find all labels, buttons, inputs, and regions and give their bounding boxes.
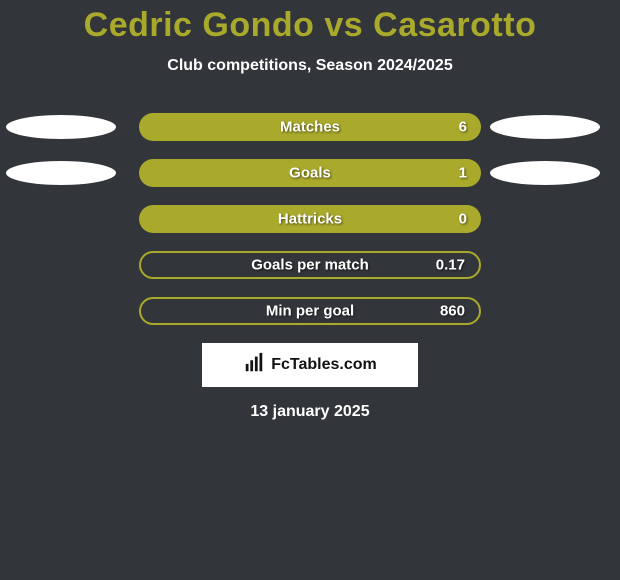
attribution-text: FcTables.com — [271, 356, 377, 374]
player-right-marker — [490, 115, 600, 139]
stat-row: Goals per match 0.17 — [0, 251, 620, 279]
stat-row: Matches 6 — [0, 113, 620, 141]
stat-bar: Goals 1 — [139, 159, 481, 187]
stat-bar: Matches 6 — [139, 113, 481, 141]
stat-label: Matches — [280, 119, 340, 136]
stat-label: Min per goal — [266, 303, 354, 320]
stat-label: Hattricks — [278, 211, 342, 228]
stat-value: 0 — [459, 211, 467, 228]
stat-row: Goals 1 — [0, 159, 620, 187]
stat-value: 1 — [459, 165, 467, 182]
stat-label: Goals — [289, 165, 331, 182]
player-left-marker — [6, 115, 116, 139]
bar-chart-icon — [243, 352, 265, 379]
stat-bar: Min per goal 860 — [139, 297, 481, 325]
comparison-card: Cedric Gondo vs Casarotto Club competiti… — [0, 0, 620, 580]
page-title: Cedric Gondo vs Casarotto — [84, 6, 537, 45]
stat-bar: Goals per match 0.17 — [139, 251, 481, 279]
stat-value: 0.17 — [436, 257, 465, 274]
stat-rows: Matches 6 Goals 1 Hattricks 0 Goals per … — [0, 113, 620, 325]
stat-label: Goals per match — [251, 257, 369, 274]
player-left-marker — [6, 161, 116, 185]
stat-value: 6 — [459, 119, 467, 136]
stat-row: Hattricks 0 — [0, 205, 620, 233]
stat-bar: Hattricks 0 — [139, 205, 481, 233]
player-right-marker — [490, 161, 600, 185]
stat-row: Min per goal 860 — [0, 297, 620, 325]
attribution-box: FcTables.com — [202, 343, 418, 387]
subtitle: Club competitions, Season 2024/2025 — [167, 57, 452, 75]
date-label: 13 january 2025 — [250, 403, 369, 421]
stat-value: 860 — [440, 303, 465, 320]
